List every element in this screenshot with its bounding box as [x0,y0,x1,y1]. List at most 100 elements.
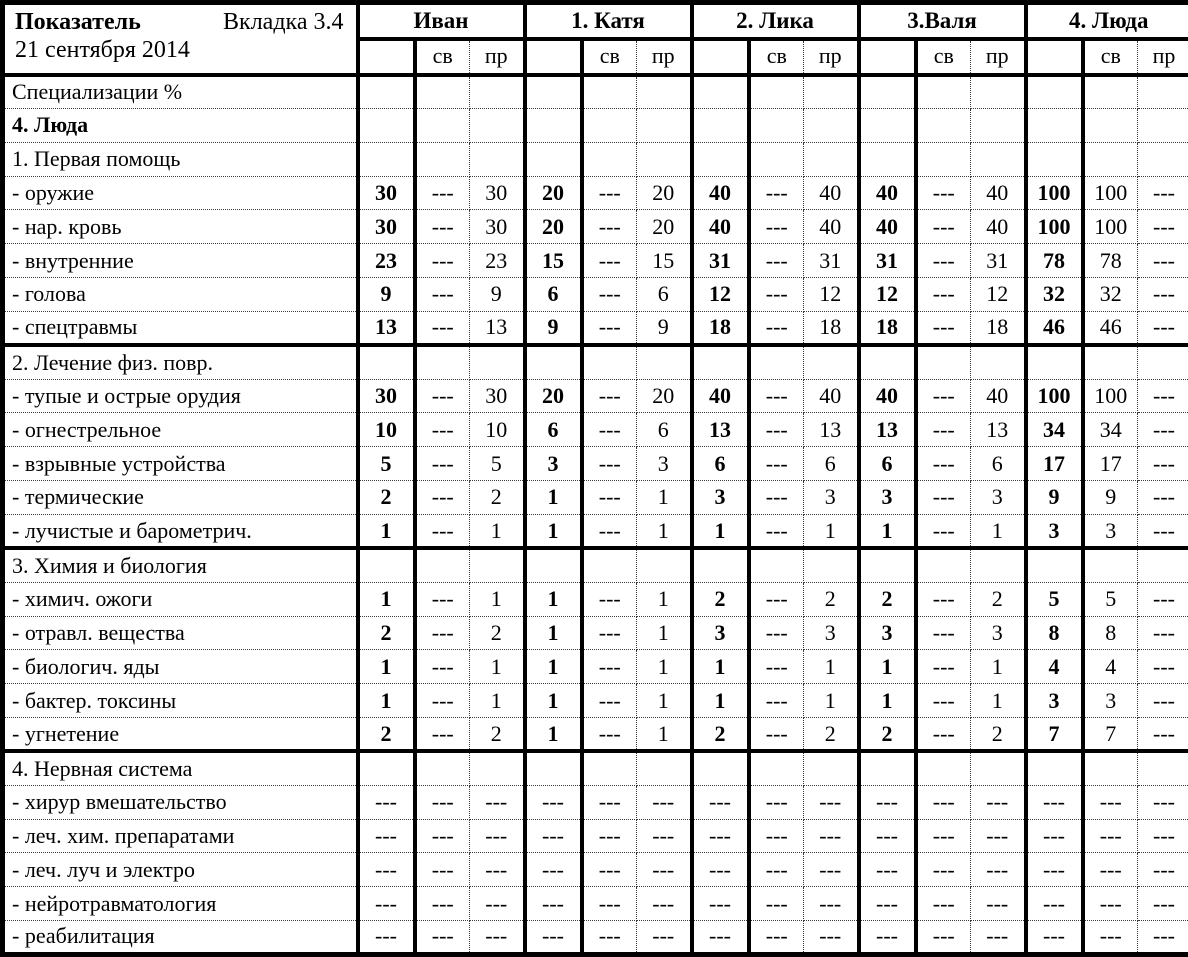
cell: 31 [803,243,860,279]
subheader-pr: пр [1137,38,1188,77]
cell [803,74,860,109]
cell [636,546,693,583]
cell: 30 [468,175,526,211]
cell [522,749,584,786]
row-label: - угнетение [2,717,360,752]
cell: --- [414,581,470,617]
cell: --- [581,818,638,854]
cell [636,141,693,177]
cell [1023,749,1085,786]
cell: 1 [636,649,693,685]
cell [1023,74,1085,109]
row-label: 2. Лечение физ. повр. [2,343,360,380]
subheader-blank [856,38,918,77]
cell [1082,107,1139,143]
cell: 3 [970,615,1027,651]
cell: --- [414,784,470,820]
cell [915,74,972,109]
table-row: - биологич. яды 1 --- 1 1 --- 1 1 --- 1 1 --- 1 4 4 --- [2,649,1188,685]
cell: 12 [689,277,751,312]
cell: 1 [522,683,584,719]
cell [355,749,417,786]
table-row: - голова 9 --- 9 6 --- 6 12 --- 12 12 --- 12 32 32 --- [2,277,1188,312]
person-header-katya: 1. Катя [522,2,694,41]
cell [636,74,693,109]
row-label: 4. Нервная система [2,749,360,786]
row-label: - огнестрельное [2,412,360,448]
cell [970,343,1027,380]
cell [581,74,638,109]
cell: 3 [856,615,918,651]
cell [803,141,860,177]
row-label: - лучистые и барометрич. [2,513,360,549]
cell: 23 [355,243,417,279]
cell [1082,343,1139,380]
cell: --- [414,818,470,854]
cell: --- [1137,717,1188,752]
cell: --- [1137,886,1188,922]
cell: --- [355,784,417,820]
cell [522,74,584,109]
cell: --- [748,649,805,685]
cell: --- [636,886,693,922]
row-label: - внутренние [2,243,360,279]
cell: 1 [468,581,526,617]
cell: --- [636,818,693,854]
cell: --- [748,175,805,211]
cell: --- [856,886,918,922]
cell: 3 [1082,683,1139,719]
table-row: 2. Лечение физ. повр. [2,343,1188,380]
table-row: - нар. кровь 30 --- 30 20 --- 20 40 --- 40 40 --- 40… [2,209,1188,245]
cell: 3 [856,480,918,515]
cell: 46 [1082,310,1139,346]
cell: --- [581,209,638,245]
cell: --- [414,886,470,922]
cell: --- [1137,175,1188,211]
cell: 2 [355,615,417,651]
cell [748,107,805,143]
cell: --- [414,175,470,211]
cell: 1 [468,683,526,719]
table-row: 3. Химия и биология [2,546,1188,583]
cell: 10 [355,412,417,448]
cell: --- [748,683,805,719]
cell: 31 [689,243,751,279]
cell: 20 [522,175,584,211]
cell: --- [581,683,638,719]
cell: --- [1137,446,1188,482]
cell: 1 [522,513,584,549]
cell [748,343,805,380]
cell: --- [468,852,526,888]
cell: --- [581,378,638,414]
cell: --- [970,920,1027,955]
cell: 1 [803,683,860,719]
row-label: 3. Химия и биология [2,546,360,583]
cell: --- [522,886,584,922]
cell: 15 [636,243,693,279]
cell: --- [414,649,470,685]
row-label: 4. Люда [2,107,360,143]
row-label: - хирур вмешательство [2,784,360,820]
table-row: - внутренние 23 --- 23 15 --- 15 31 --- 31 31 --- 31… [2,243,1188,279]
cell: 1 [468,649,526,685]
cell: 1 [689,649,751,685]
cell [1082,141,1139,177]
cell: --- [748,852,805,888]
person-header-lyuda: 4. Люда [1023,2,1188,41]
cell: --- [581,886,638,922]
cell: 9 [636,310,693,346]
row-label: - биологич. яды [2,649,360,685]
cell: 2 [803,717,860,752]
cell: 6 [970,446,1027,482]
cell: 100 [1023,378,1085,414]
cell: --- [1137,581,1188,617]
cell: 78 [1082,243,1139,279]
cell: 13 [689,412,751,448]
table-row: - спецтравмы 13 --- 13 9 --- 9 18 --- 18 18 --- 18 46… [2,310,1188,346]
cell: --- [581,784,638,820]
cell: --- [915,277,972,312]
cell [856,141,918,177]
cell: 40 [689,378,751,414]
cell: 2 [856,581,918,617]
cell [970,141,1027,177]
